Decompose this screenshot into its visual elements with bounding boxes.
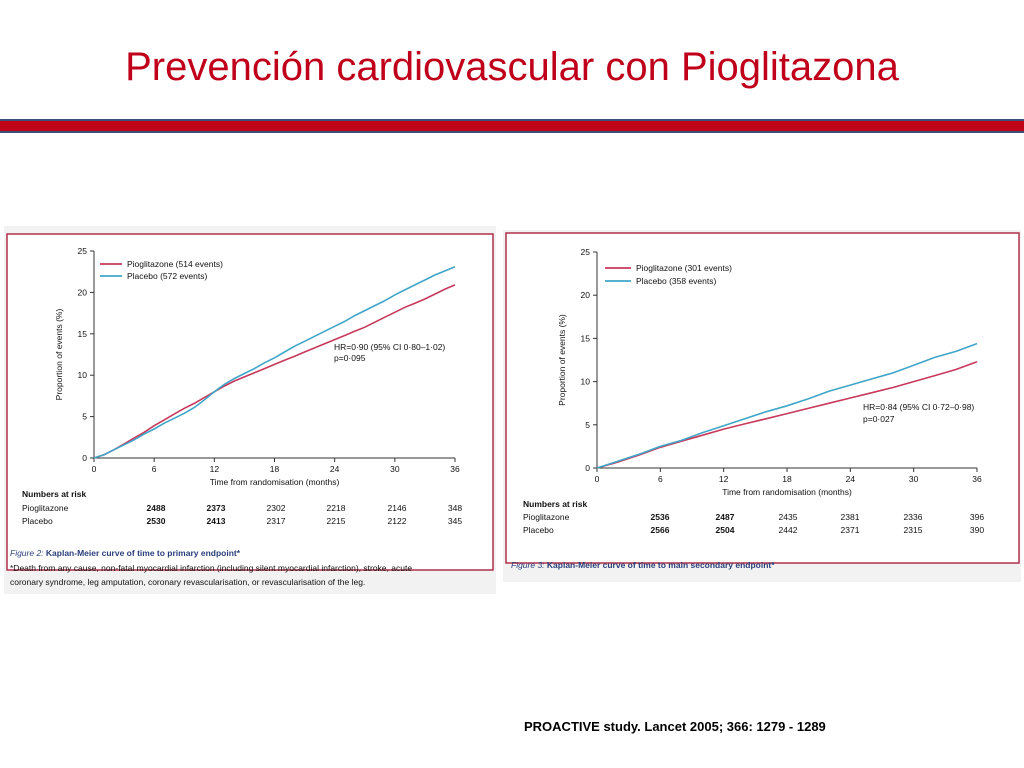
risk-row-label: Pioglitazone [22,503,69,513]
y-tick-label: 25 [78,246,88,256]
legend-label: Placebo (358 events) [636,276,716,286]
risk-value: 2146 [388,503,407,513]
km-chart-primary-endpoint: 0 5 10 15 20 25 0 6 12 18 24 30 36 Time from randomis… [6,233,494,587]
risk-value: 2530 [147,516,166,526]
x-tick-label: 36 [972,474,982,484]
risk-value: 2122 [388,516,407,526]
figure-caption-title: Kaplan-Meier curve of time to main secon… [547,560,775,570]
y-tick-label: 10 [78,370,88,380]
y-tick-label: 20 [581,290,591,300]
risk-value: 396 [970,512,984,522]
y-tick-label: 0 [82,453,87,463]
x-axis-label: Time from randomisation (months) [722,487,852,497]
figure-caption-label: Figure 2: [10,548,46,558]
x-axis-label: Time from randomisation (months) [210,477,340,487]
risk-value: 2504 [716,525,735,535]
title-divider-bar [0,119,1024,133]
chart-panel-secondary-endpoint: 0 5 10 15 20 25 0 6 12 18 24 30 36 Time from randomis… [503,230,1021,582]
risk-value: 2336 [904,512,923,522]
risk-table-header: Numbers at risk [22,489,87,499]
x-tick-label: 36 [450,464,460,474]
risk-value: 2566 [651,525,670,535]
x-tick-label: 12 [719,474,729,484]
risk-value: 2315 [904,525,923,535]
figure-footnote: coronary syndrome, leg amputation, coron… [10,577,365,587]
risk-row-label: Placebo [523,525,554,535]
risk-value: 2487 [716,512,735,522]
legend-label: Placebo (572 events) [127,271,207,281]
x-tick-label: 0 [92,464,97,474]
figure-footnote: *Death from any cause, non-fatal myocard… [10,563,412,573]
risk-table-header: Numbers at risk [523,499,588,509]
y-tick-label: 15 [78,329,88,339]
risk-value: 2536 [651,512,670,522]
y-tick-label: 15 [581,333,591,343]
x-tick-label: 6 [658,474,663,484]
y-axis-label: Proportion of events (%) [54,309,64,401]
hazard-ratio-annotation: p=0·095 [334,353,366,363]
x-tick-label: 24 [330,464,340,474]
x-tick-label: 30 [390,464,400,474]
y-tick-label: 5 [585,420,590,430]
figure-caption-title: Kaplan-Meier curve of time to primary en… [46,548,241,558]
km-chart-secondary-endpoint: 0 5 10 15 20 25 0 6 12 18 24 30 36 Time from randomis… [505,232,1020,570]
risk-value: 2435 [779,512,798,522]
risk-value: 2317 [267,516,286,526]
x-tick-label: 18 [270,464,280,474]
y-axis-label: Proportion of events (%) [557,314,567,406]
y-tick-label: 25 [581,247,591,257]
y-tick-label: 5 [82,412,87,422]
legend-label: Pioglitazone (514 events) [127,259,223,269]
x-tick-label: 30 [909,474,919,484]
risk-row-label: Pioglitazone [523,512,570,522]
risk-value: 2373 [207,503,226,513]
series-line-pioglitazone [93,284,456,459]
risk-value: 390 [970,525,984,535]
slide-title: Prevención cardiovascular con Pioglitazo… [125,45,899,89]
x-tick-label: 6 [152,464,157,474]
risk-value: 2215 [327,516,346,526]
figure-caption-label: Figure 3: [511,560,547,570]
hazard-ratio-annotation: HR=0·90 (95% CI 0·80–1·02) [334,342,445,352]
risk-value: 2442 [779,525,798,535]
figure-frame [6,233,494,571]
risk-value: 348 [448,503,462,513]
hazard-ratio-annotation: p=0·027 [863,414,895,424]
risk-value: 2302 [267,503,286,513]
x-tick-label: 12 [210,464,220,474]
x-tick-label: 24 [846,474,856,484]
y-tick-label: 10 [581,377,591,387]
x-tick-label: 0 [595,474,600,484]
series-line-pioglitazone [596,360,978,469]
risk-value: 345 [448,516,462,526]
hazard-ratio-annotation: HR=0·84 (95% CI 0·72–0·98) [863,402,974,412]
figure-frame [505,232,1020,564]
risk-value: 2488 [147,503,166,513]
risk-value: 2371 [841,525,860,535]
series-line-placebo [596,342,978,469]
y-tick-label: 20 [78,287,88,297]
figure-caption: Figure 3: Kaplan-Meier curve of time to … [511,560,775,570]
y-tick-label: 0 [585,463,590,473]
chart-panel-primary-endpoint: 0 5 10 15 20 25 0 6 12 18 24 30 36 Time from randomis… [4,226,496,594]
x-tick-label: 18 [782,474,792,484]
legend-label: Pioglitazone (301 events) [636,263,732,273]
figure-caption: Figure 2: Kaplan-Meier curve of time to … [10,548,241,558]
risk-value: 2413 [207,516,226,526]
risk-row-label: Placebo [22,516,53,526]
risk-value: 2218 [327,503,346,513]
series-line-placebo [93,265,456,459]
risk-value: 2381 [841,512,860,522]
source-citation: PROACTIVE study. Lancet 2005; 366: 1279 … [524,719,826,734]
